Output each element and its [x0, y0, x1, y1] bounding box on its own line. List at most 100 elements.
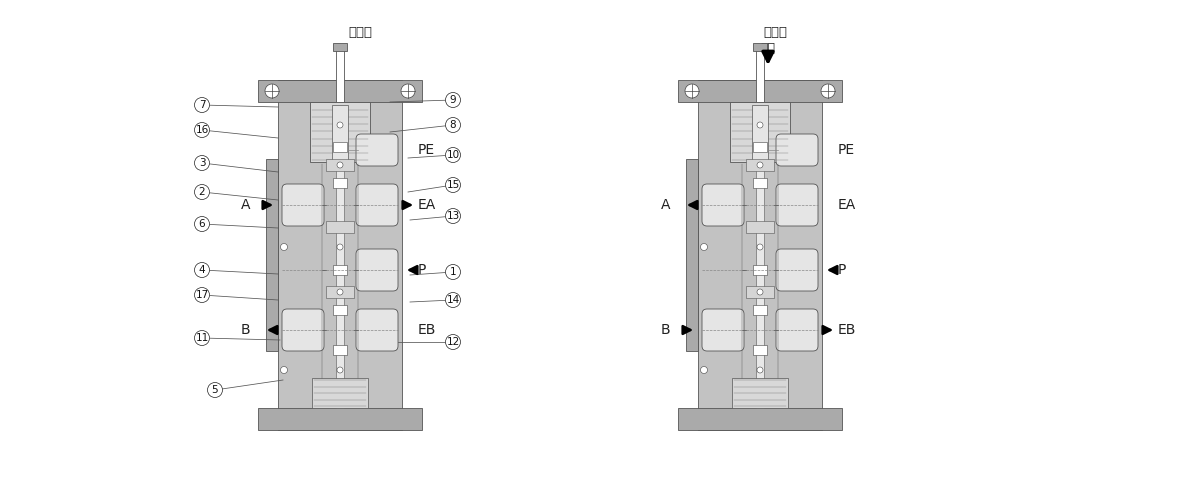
FancyBboxPatch shape	[776, 184, 818, 226]
Text: A: A	[660, 198, 670, 212]
Bar	[754, 345, 767, 355]
FancyBboxPatch shape	[776, 309, 818, 351]
Circle shape	[701, 366, 708, 374]
Bar	[332, 105, 347, 160]
Text: 外力: 外力	[761, 42, 775, 54]
Circle shape	[194, 288, 210, 302]
Bar	[746, 221, 774, 233]
Circle shape	[446, 292, 460, 308]
Bar	[333, 178, 347, 188]
Circle shape	[446, 92, 460, 108]
Bar	[333, 305, 347, 315]
Circle shape	[446, 208, 460, 224]
Bar	[258, 408, 422, 430]
Text: PE: PE	[418, 143, 435, 157]
Text: 15: 15	[447, 180, 460, 190]
Bar	[278, 80, 403, 430]
Text: 作動時: 作動時	[763, 26, 787, 38]
Bar	[756, 107, 764, 408]
Circle shape	[194, 262, 210, 278]
Bar	[754, 178, 767, 188]
Bar	[754, 265, 767, 275]
Text: A: A	[241, 198, 250, 212]
FancyBboxPatch shape	[776, 249, 818, 291]
FancyBboxPatch shape	[282, 309, 323, 351]
Bar	[326, 286, 353, 298]
Circle shape	[446, 118, 460, 132]
Text: EB: EB	[418, 323, 436, 337]
Circle shape	[194, 122, 210, 138]
Text: EB: EB	[837, 323, 857, 337]
Circle shape	[280, 366, 288, 374]
Circle shape	[701, 244, 708, 250]
Circle shape	[446, 178, 460, 192]
Text: 16: 16	[195, 125, 208, 135]
Bar	[754, 222, 767, 232]
Circle shape	[265, 84, 279, 98]
Circle shape	[280, 244, 288, 250]
Bar	[335, 107, 344, 408]
Bar	[333, 222, 347, 232]
Bar	[686, 159, 698, 351]
Bar	[730, 102, 789, 162]
Circle shape	[337, 289, 343, 295]
Circle shape	[446, 148, 460, 162]
FancyBboxPatch shape	[356, 249, 398, 291]
Circle shape	[757, 289, 763, 295]
FancyBboxPatch shape	[702, 309, 744, 351]
Bar	[310, 102, 370, 162]
Bar	[333, 265, 347, 275]
Bar	[678, 408, 842, 430]
Circle shape	[337, 244, 343, 250]
Text: 9: 9	[449, 95, 456, 105]
Circle shape	[685, 84, 698, 98]
Text: P: P	[837, 263, 846, 277]
Circle shape	[757, 162, 763, 168]
Circle shape	[337, 162, 343, 168]
Bar	[326, 159, 353, 171]
Bar	[754, 43, 767, 51]
Text: 7: 7	[199, 100, 205, 110]
Circle shape	[194, 184, 210, 200]
Bar	[678, 80, 842, 102]
Text: 1: 1	[449, 267, 456, 277]
Text: 10: 10	[447, 150, 460, 160]
Bar	[266, 159, 278, 351]
Bar	[698, 80, 822, 430]
Circle shape	[337, 122, 343, 128]
Circle shape	[757, 367, 763, 373]
FancyBboxPatch shape	[356, 134, 398, 166]
Text: B: B	[660, 323, 670, 337]
FancyBboxPatch shape	[356, 309, 398, 351]
Bar	[258, 80, 422, 102]
Circle shape	[446, 264, 460, 280]
Circle shape	[757, 122, 763, 128]
Text: 13: 13	[447, 211, 460, 221]
Bar	[333, 345, 347, 355]
Text: 復帰時: 復帰時	[347, 26, 373, 38]
Bar	[756, 45, 764, 102]
Text: 3: 3	[199, 158, 205, 168]
Circle shape	[194, 156, 210, 170]
Text: 11: 11	[195, 333, 208, 343]
FancyBboxPatch shape	[702, 184, 744, 226]
Circle shape	[207, 382, 223, 398]
Text: PE: PE	[837, 143, 855, 157]
Text: 5: 5	[212, 385, 218, 395]
Bar	[752, 105, 768, 160]
Bar	[754, 142, 767, 152]
Bar	[732, 378, 788, 408]
Text: B: B	[241, 323, 250, 337]
Bar	[746, 286, 774, 298]
Text: EA: EA	[837, 198, 857, 212]
Text: 8: 8	[449, 120, 456, 130]
Circle shape	[821, 84, 835, 98]
Bar	[746, 159, 774, 171]
Circle shape	[757, 244, 763, 250]
Circle shape	[401, 84, 415, 98]
Circle shape	[194, 330, 210, 345]
Bar	[754, 305, 767, 315]
Text: 6: 6	[199, 219, 205, 229]
Text: 14: 14	[447, 295, 460, 305]
Bar	[326, 221, 353, 233]
